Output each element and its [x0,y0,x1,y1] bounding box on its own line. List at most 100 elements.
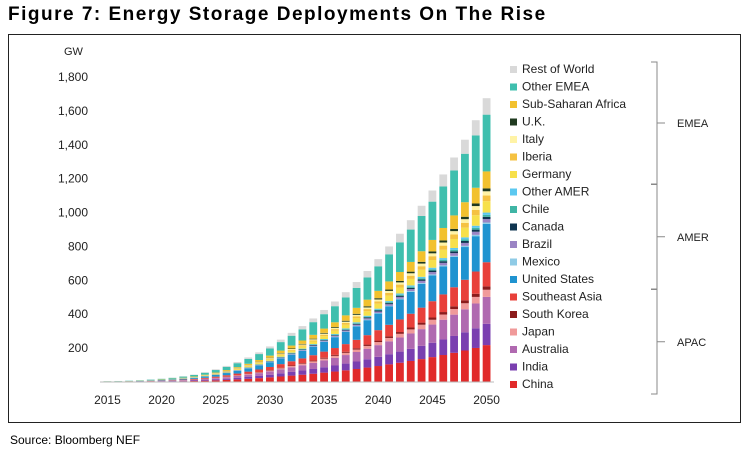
stacked-bars [103,98,491,382]
bar-segment-south-korea [276,367,285,369]
bar-segment-u-k- [396,280,404,283]
bar-segment-china [461,350,469,382]
bar-segment-southeast-asia [439,294,448,313]
bar-segment-other-emea [276,342,285,351]
bar-segment-south-korea [374,340,383,343]
bar-segment-southeast-asia [276,364,285,368]
bar-segment-india [276,373,285,377]
bar-2046 [439,174,448,382]
y-tick-label: 1,600 [58,104,88,118]
bar-segment-germany [450,238,458,248]
bar-segment-china [255,378,263,382]
bar-segment-germany [276,355,285,357]
bar-segment-italy [309,339,318,341]
bar-segment-u-k- [450,228,458,232]
legend-swatch [510,101,517,108]
y-tick-label: 1,400 [58,138,88,152]
bar-segment-india [211,379,220,381]
bar-segment-brazil [439,262,448,266]
bar-segment-germany [363,311,372,316]
legend-group-label: AMER [677,232,709,244]
bar-segment-united-states [244,368,253,372]
bar-segment-australia [428,324,437,343]
bar-segment-japan [352,349,361,353]
bar-segment-sub-saharan-africa [374,290,383,299]
bar-segment-australia [233,376,242,378]
bar-segment-italy [352,314,361,317]
bar-segment-china [341,370,350,382]
bar-segment-rest-of-world [341,292,350,298]
bar-segment-u-k- [417,261,426,264]
bar-segment-japan [450,309,458,315]
bar-segment-japan [471,296,480,304]
bar-segment-japan [385,337,393,342]
bar-segment-canada [471,229,480,232]
bar-segment-united-states [439,266,448,295]
bar-segment-germany [266,359,274,361]
y-tick-label: 1,000 [58,206,88,220]
bar-segment-rest-of-world [428,190,437,202]
bar-segment-sub-saharan-africa [396,271,404,281]
bar-segment-south-korea [439,312,448,315]
bar-segment-chile [385,302,393,304]
bar-2044 [417,205,426,382]
bar-segment-united-states [482,223,491,263]
bar-segment-italy [385,290,393,293]
legend-swatch [510,171,517,178]
bar-segment-southeast-asia [222,375,231,377]
bar-segment-japan [298,363,307,366]
bar-segment-brazil [406,289,415,292]
bar-segment-brazil [461,242,469,246]
bar-segment-chile [363,316,372,318]
bar-segment-brazil [352,324,361,326]
bar-segment-sub-saharan-africa [341,315,350,321]
bar-segment-australia [341,355,350,364]
bar-segment-japan [287,366,296,368]
bar-segment-italy [331,327,339,330]
bar-segment-southeast-asia [374,330,383,341]
bar-segment-australia [331,357,339,366]
bar-segment-brazil [287,353,296,355]
bar-segment-southeast-asia [287,361,296,366]
bar-segment-iberia [396,284,404,288]
bar-segment-japan [417,324,426,330]
bar-segment-china [298,374,307,382]
x-tick-label: 2045 [419,393,446,407]
bar-segment-united-states [385,306,393,325]
bar-segment-rest-of-world [211,369,220,371]
bar-segment-germany [374,303,383,309]
bar-segment-italy [287,348,296,350]
bar-segment-brazil [276,357,285,359]
bar-2041 [385,246,393,382]
bar-segment-iberia [417,266,426,270]
bar-segment-italy [298,344,307,346]
legend-group-label: EMEA [677,118,709,130]
bar-segment-united-states [417,283,426,308]
bar-segment-rest-of-world [461,139,469,154]
bar-segment-germany [482,201,491,213]
bar-segment-chile [396,294,404,296]
bar-segment-southeast-asia [320,351,328,358]
bar-segment-china [482,345,491,382]
bar-segment-other-emea [428,201,437,240]
bar-segment-sub-saharan-africa [244,363,253,366]
bar-segment-canada [439,261,448,263]
bar-segment-u-k- [363,306,372,308]
bar-segment-sub-saharan-africa [233,367,242,369]
bar-segment-australia [406,333,415,349]
bar-2020 [157,378,166,382]
legend-label: South Korea [522,307,589,321]
bar-segment-iberia [471,210,480,216]
bar-segment-southeast-asia [244,371,253,374]
bar-segment-other-amer [439,258,448,260]
legend-label: Italy [522,132,544,146]
bar-segment-australia [298,365,307,371]
bar-segment-other-amer [461,237,469,240]
bar-segment-australia [461,309,469,333]
source-note: Source: Bloomberg NEF [10,433,141,447]
bar-2026 [222,365,231,382]
bar-segment-rest-of-world [471,120,480,136]
bar-segment-united-states [211,374,220,377]
bar-segment-japan [320,358,328,361]
bar-segment-mexico [482,222,491,224]
